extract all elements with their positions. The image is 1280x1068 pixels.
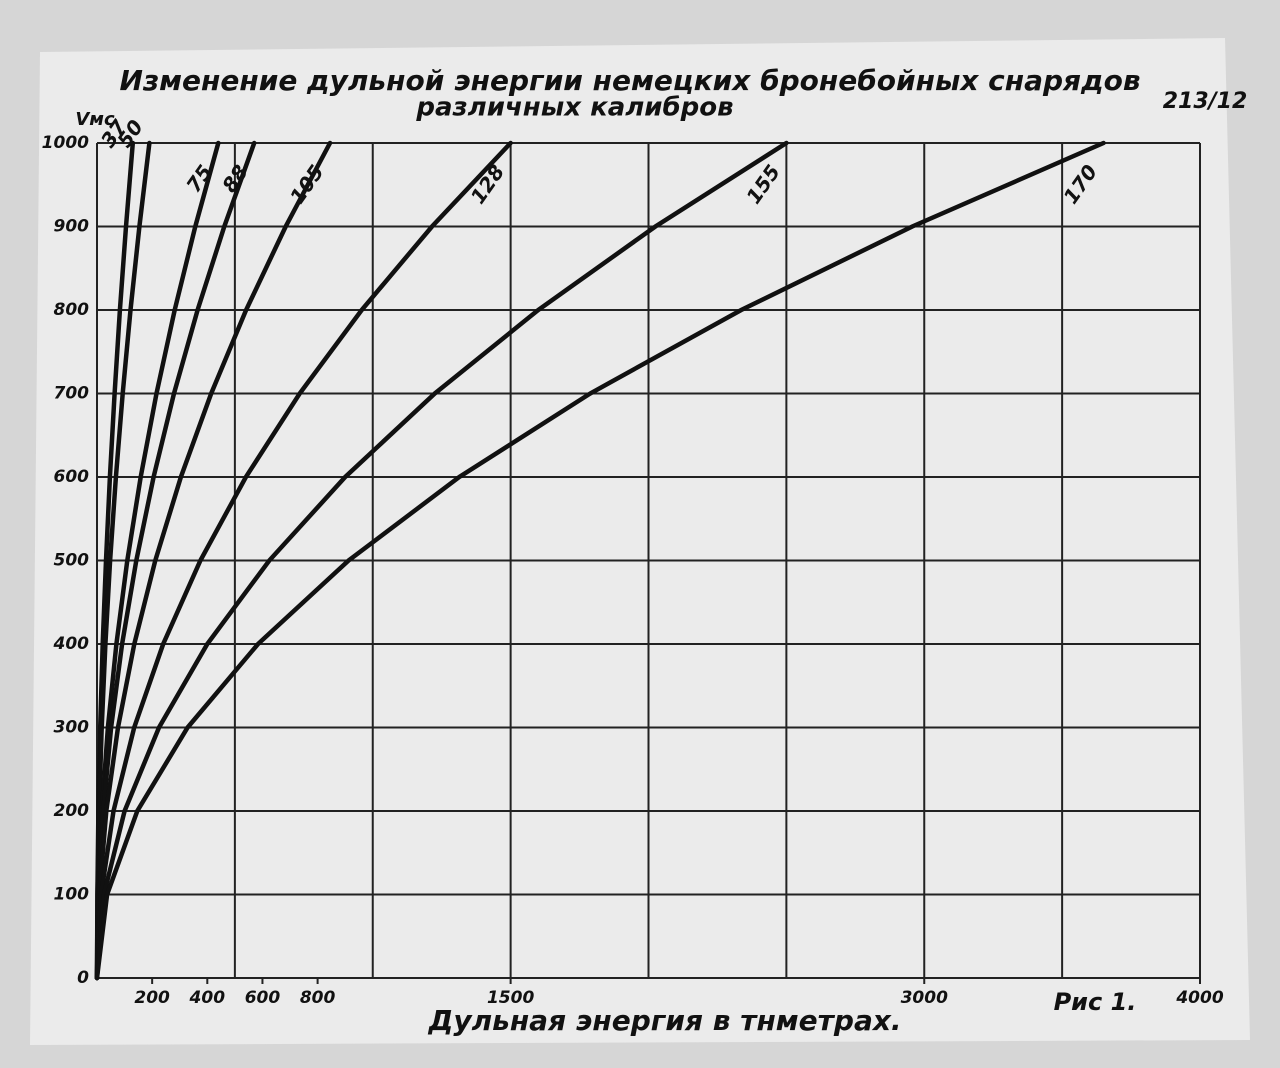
series-line <box>94 140 1106 981</box>
x-tick-label: 600 <box>245 988 281 1008</box>
y-tick-label: 400 <box>53 634 90 654</box>
y-tick-label: 900 <box>54 217 90 237</box>
x-tick-label: 800 <box>300 988 336 1008</box>
x-tick-label: 1500 <box>487 988 534 1008</box>
figure-label: Рис 1. <box>1054 988 1137 1016</box>
y-tick-label: 300 <box>54 718 90 738</box>
y-axis-label: Vмс <box>75 109 115 130</box>
page-number: 213/12 <box>1163 89 1248 114</box>
y-tick-label: 200 <box>54 801 90 821</box>
series-line <box>94 140 789 981</box>
x-axis-label: Дульная энергия в тнметрах. <box>427 1004 901 1037</box>
chart-subtitle: различных калибров <box>415 93 733 123</box>
chart-title: Изменение дульной энергии немецких броне… <box>119 64 1140 97</box>
series-line <box>94 140 513 981</box>
y-tick-label: 100 <box>54 885 90 905</box>
y-tick-label: 0 <box>77 968 89 988</box>
x-tick-label: 3000 <box>901 988 948 1008</box>
y-tick-label: 600 <box>54 467 90 487</box>
x-tick-label: 4000 <box>1175 988 1223 1008</box>
y-tick-label: 800 <box>54 300 90 320</box>
y-tick-label: 1000 <box>42 133 89 153</box>
x-tick-label: 400 <box>189 988 226 1008</box>
series-line <box>94 140 333 981</box>
x-tick-label: 200 <box>134 988 170 1008</box>
y-tick-label: 700 <box>54 384 90 404</box>
y-tick-label: 500 <box>54 551 90 571</box>
paper <box>30 38 1250 1045</box>
